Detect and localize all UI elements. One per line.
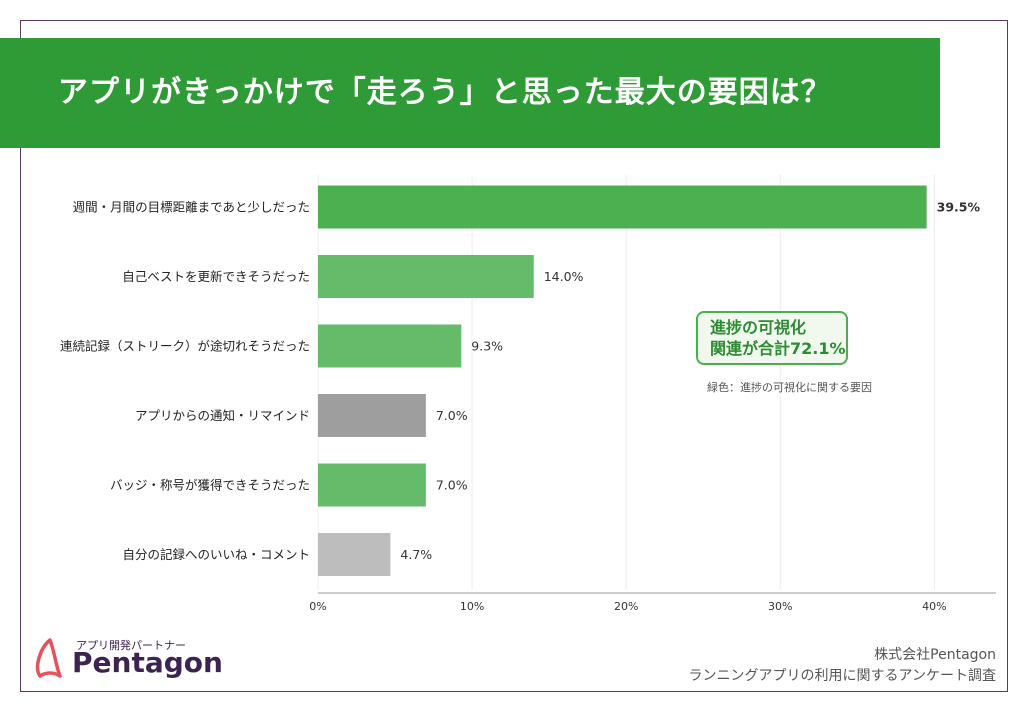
bar: [318, 255, 534, 298]
category-label: 自己ベストを更新できそうだった: [122, 269, 310, 284]
category-label: バッジ・称号が獲得できそうだった: [110, 478, 310, 493]
category-label: 自分の記録へのいいね・コメント: [122, 547, 310, 562]
footer-company: 株式会社Pentagon: [874, 647, 996, 663]
legend-note: 緑色：進捗の可視化に関する要因: [707, 381, 872, 394]
bar: [318, 324, 462, 368]
x-tick-label: 40%: [922, 600, 946, 613]
data-label: 39.5%: [937, 200, 981, 215]
chart-title: アプリがきっかけで「走ろう」と思った最大の要因は？: [58, 75, 832, 110]
data-label: 14.0%: [544, 269, 584, 284]
bar: [318, 463, 426, 507]
x-tick-label: 10%: [460, 600, 484, 613]
callout-line-1: 進捗の可視化: [710, 318, 807, 337]
footer-survey: ランニングアプリの利用に関するアンケート調査: [688, 668, 996, 684]
bar: [318, 533, 391, 576]
title-banner: [0, 38, 940, 148]
category-label: 連続記録（ストリーク）が途切れそうだった: [60, 339, 310, 354]
category-label: 週間・月間の目標距離まであと少しだった: [73, 200, 310, 215]
footer-credit: 株式会社Pentagon ランニングアプリの利用に関するアンケート調査: [689, 645, 996, 687]
x-tick-label: 0%: [309, 600, 326, 613]
data-label: 9.3%: [471, 339, 503, 354]
x-tick-label: 20%: [614, 600, 638, 613]
data-label: 4.7%: [400, 547, 432, 562]
bar: [318, 185, 927, 229]
pentagon-logo-icon: [35, 638, 62, 678]
logo-wordmark: Pentagon: [72, 646, 223, 679]
category-label: アプリからの通知・リマインド: [135, 408, 310, 423]
data-label: 7.0%: [436, 408, 468, 423]
summary-callout: 進捗の可視化 関連が合計72.1%: [696, 311, 848, 365]
callout-line-2: 関連が合計72.1%: [710, 339, 846, 358]
data-label: 7.0%: [436, 478, 468, 493]
bar: [318, 394, 426, 437]
x-tick-label: 30%: [768, 600, 792, 613]
logo-tagline: アプリ開発パートナー: [76, 639, 186, 652]
